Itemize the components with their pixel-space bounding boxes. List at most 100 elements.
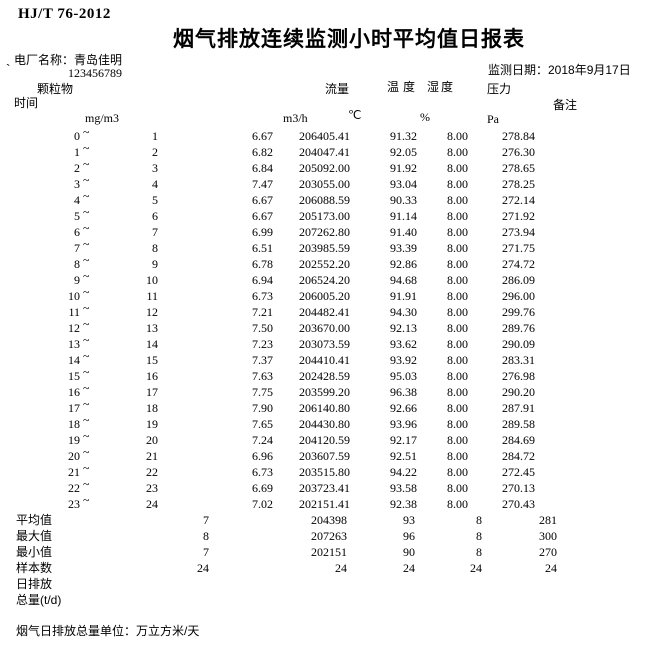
summary-pressure-value: 270 [539,545,557,559]
tilde-separator: ~ [83,461,90,475]
humidity-value: 8.00 [447,401,468,415]
summary-pm-value: 24 [197,561,209,575]
hour-start: 0 [74,129,80,143]
tilde-separator: ~ [83,189,90,203]
col-header-humidity: 湿度 [427,80,456,94]
hour-start: 19 [68,433,80,447]
hour-end: 23 [146,481,158,495]
humidity-value: 8.00 [447,497,468,511]
pressure-value: 290.09 [502,337,535,351]
temperature-value: 92.86 [390,257,417,271]
pressure-value: 299.76 [502,305,535,319]
hour-start: 22 [68,481,80,495]
summary-label: 日排放 [16,577,53,591]
summary-flow-value: 24 [335,561,347,575]
hour-row: 16 ~17 7.75 203599.20 96.38 8.00 290.20 [0,382,650,402]
tilde-separator: ~ [83,125,90,139]
humidity-value: 8.00 [447,337,468,351]
pressure-value: 286.09 [502,273,535,287]
temperature-value: 93.96 [390,417,417,431]
hour-row: 2 ~3 6.84 205092.00 91.92 8.00 278.65 [0,158,650,178]
hour-row: 9 ~10 6.94 206524.20 94.68 8.00 286.09 [0,270,650,290]
hour-end: 19 [146,417,158,431]
pressure-value: 272.45 [502,465,535,479]
flow-value: 204047.41 [299,145,350,159]
summary-row: 最小值 7 202151 90 8 270 [0,546,650,562]
pm-value: 6.84 [252,161,273,175]
hour-end: 22 [146,465,158,479]
tilde-separator: ~ [83,285,90,299]
stray-mark: ` [6,61,11,76]
tilde-separator: ~ [83,429,90,443]
hour-start: 17 [68,401,80,415]
pressure-value: 287.91 [502,401,535,415]
col-header-pressure: 压力 [487,82,512,96]
hour-row: 3 ~4 7.47 203055.00 93.04 8.00 278.25 [0,174,650,194]
tilde-separator: ~ [83,237,90,251]
hour-end: 7 [152,225,158,239]
humidity-value: 8.00 [447,369,468,383]
humidity-value: 8.00 [447,289,468,303]
humidity-value: 8.00 [447,225,468,239]
tilde-separator: ~ [83,173,90,187]
hour-start: 15 [68,369,80,383]
hour-row: 1 ~2 6.82 204047.41 92.05 8.00 276.30 [0,142,650,162]
humidity-value: 8.00 [447,241,468,255]
summary-label: 最大值 [16,529,53,543]
humidity-value: 8.00 [447,273,468,287]
summary-pressure-value: 24 [545,561,557,575]
flow-value: 207262.80 [299,225,350,239]
humidity-value: 8.00 [447,161,468,175]
flow-value: 203515.80 [299,465,350,479]
summary-humidity-value: 8 [476,513,482,527]
temperature-value: 91.92 [390,161,417,175]
temperature-value: 93.62 [390,337,417,351]
unit-flow: m3/h [283,111,308,125]
hour-row: 12 ~13 7.50 203670.00 92.13 8.00 289.76 [0,318,650,338]
tilde-separator: ~ [83,269,90,283]
pm-value: 6.96 [252,449,273,463]
summary-temperature-value: 93 [403,513,415,527]
tilde-separator: ~ [83,349,90,363]
hour-end: 4 [152,177,158,191]
hour-start: 5 [74,209,80,223]
hour-end: 13 [146,321,158,335]
pressure-value: 276.98 [502,369,535,383]
summary-label: 平均值 [16,513,53,527]
humidity-value: 8.00 [447,465,468,479]
humidity-value: 8.00 [447,257,468,271]
pressure-value: 289.76 [502,321,535,335]
hour-end: 2 [152,145,158,159]
hour-end: 1 [152,129,158,143]
hour-start: 13 [68,337,80,351]
hour-end: 21 [146,449,158,463]
hour-row: 7 ~8 6.51 203985.59 93.39 8.00 271.75 [0,238,650,258]
flow-value: 205092.00 [299,161,350,175]
hour-row: 20 ~21 6.96 203607.59 92.51 8.00 284.72 [0,446,650,466]
pressure-value: 278.84 [502,129,535,143]
pm-value: 6.69 [252,481,273,495]
tilde-separator: ~ [83,445,90,459]
temperature-value: 93.39 [390,241,417,255]
tilde-separator: ~ [83,493,90,507]
hour-end: 10 [146,273,158,287]
summary-row: 日排放 [0,578,650,594]
pm-value: 6.67 [252,193,273,207]
hour-start: 6 [74,225,80,239]
hour-start: 2 [74,161,80,175]
hour-row: 21 ~22 6.73 203515.80 94.22 8.00 272.45 [0,462,650,482]
pressure-value: 272.14 [502,193,535,207]
summary-pressure-value: 281 [539,513,557,527]
hour-start: 21 [68,465,80,479]
flow-value: 204482.41 [299,305,350,319]
flow-value: 205173.00 [299,209,350,223]
humidity-value: 8.00 [447,449,468,463]
humidity-value: 8.00 [447,177,468,191]
summary-pm-value: 7 [203,513,209,527]
temperature-value: 94.30 [390,305,417,319]
hour-start: 23 [68,497,80,511]
pressure-value: 274.72 [502,257,535,271]
summary-row: 最大值 8 207263 96 8 300 [0,530,650,546]
pm-value: 6.82 [252,145,273,159]
